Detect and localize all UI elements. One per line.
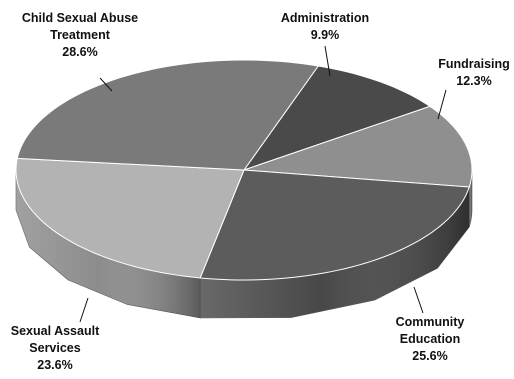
pie-tops xyxy=(15,59,473,281)
leader-line-2 xyxy=(413,286,424,314)
pie-side-shade-3 xyxy=(16,170,201,318)
leader-line-3 xyxy=(79,297,89,323)
pie-slice-3 xyxy=(15,157,245,279)
pie-slice-0 xyxy=(242,65,432,171)
leader-line-4 xyxy=(99,77,113,92)
slice-label-0: Administration xyxy=(281,11,369,25)
slice-label-4: Child Sexual Abuse xyxy=(22,11,138,25)
slice-value-4: 28.6% xyxy=(62,45,97,59)
pie-slice-1 xyxy=(243,105,473,188)
slice-label-2: Education xyxy=(400,332,460,346)
slice-label-2: Community xyxy=(396,315,465,329)
pie-slice-2 xyxy=(199,169,470,281)
slice-label-1: Fundraising xyxy=(438,57,510,71)
slice-value-2: 25.6% xyxy=(412,349,447,363)
slice-value-1: 12.3% xyxy=(456,74,491,88)
pie-slice-4 xyxy=(16,59,320,171)
leader-line-0 xyxy=(324,45,331,77)
slice-label-3: Sexual Assault xyxy=(11,324,100,338)
slice-labels: Administration 9.9% Fundraising 12.3% Commun… xyxy=(11,11,510,372)
slice-value-0: 9.9% xyxy=(311,28,340,42)
slice-label-3: Services xyxy=(29,341,80,355)
slice-label-4: Treatment xyxy=(50,28,111,42)
slice-value-3: 23.6% xyxy=(37,358,72,372)
leader-lines xyxy=(79,45,447,323)
pie-side-shade-1 xyxy=(469,170,472,228)
leader-line-1 xyxy=(437,89,447,120)
pie-side-shade-2 xyxy=(200,187,470,318)
